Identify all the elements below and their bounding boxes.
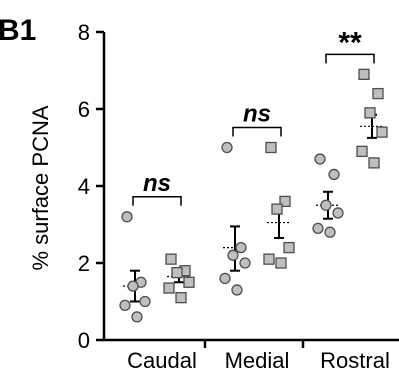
data-point-square xyxy=(275,257,287,269)
data-point-square xyxy=(364,107,376,119)
data-point-square xyxy=(279,195,291,208)
y-tick-label: 4 xyxy=(78,174,90,199)
data-point-circle xyxy=(239,257,251,269)
data-point-circle xyxy=(320,199,332,211)
data-point-circle xyxy=(235,241,247,254)
data-point-square xyxy=(265,141,277,154)
data-point-circle xyxy=(312,222,324,235)
data-point-circle xyxy=(119,299,131,312)
data-point-square xyxy=(165,253,177,265)
data-point-circle xyxy=(328,168,340,181)
data-point-circle xyxy=(314,153,326,165)
data-point-square xyxy=(283,241,295,254)
data-point-square xyxy=(372,87,384,100)
data-point-square xyxy=(171,266,183,279)
significance-label: ** xyxy=(338,26,362,59)
panel-label: B1 xyxy=(0,14,36,47)
y-axis-label: % surface PCNA xyxy=(28,105,53,270)
data-point-circle xyxy=(231,284,243,296)
significance-bracket xyxy=(232,126,282,137)
data-point-circle xyxy=(221,141,233,154)
data-point-square xyxy=(358,68,370,80)
x-tick-label: Medial xyxy=(225,348,290,373)
x-tick-label: Rostral xyxy=(320,348,390,373)
x-tick-labels: Caudal Medial Rostral xyxy=(127,340,390,373)
y-tick-label: 2 xyxy=(78,251,90,276)
data-point-circle xyxy=(139,295,151,308)
significance-bracket xyxy=(325,53,375,64)
data-point-square xyxy=(163,282,175,294)
data-point-circle xyxy=(131,311,143,323)
y-ticks: 0 2 4 6 8 xyxy=(78,20,104,353)
data-point-square xyxy=(376,126,388,138)
y-tick-label: 8 xyxy=(78,20,90,45)
x-tick-label: Caudal xyxy=(127,348,197,373)
significance-bracket xyxy=(132,196,182,206)
data-point-square xyxy=(271,203,283,215)
significance-label: ns xyxy=(243,101,271,128)
y-tick-label: 6 xyxy=(78,97,90,122)
data-point-circle xyxy=(219,272,231,285)
data-point-square xyxy=(175,291,187,304)
data-points xyxy=(119,68,388,323)
data-point-circle xyxy=(332,207,344,219)
y-tick-label: 0 xyxy=(78,328,90,353)
data-point-circle xyxy=(227,249,239,261)
data-point-square xyxy=(263,253,275,265)
mean-lines xyxy=(123,125,384,287)
data-point-square xyxy=(356,145,368,158)
data-point-square xyxy=(183,276,195,288)
data-point-square xyxy=(368,157,380,169)
data-point-circle xyxy=(127,280,139,292)
data-point-circle xyxy=(324,226,336,238)
significance-brackets: ns ns ** xyxy=(132,26,375,206)
data-point-circle xyxy=(121,211,133,223)
significance-label: ns xyxy=(143,170,171,197)
